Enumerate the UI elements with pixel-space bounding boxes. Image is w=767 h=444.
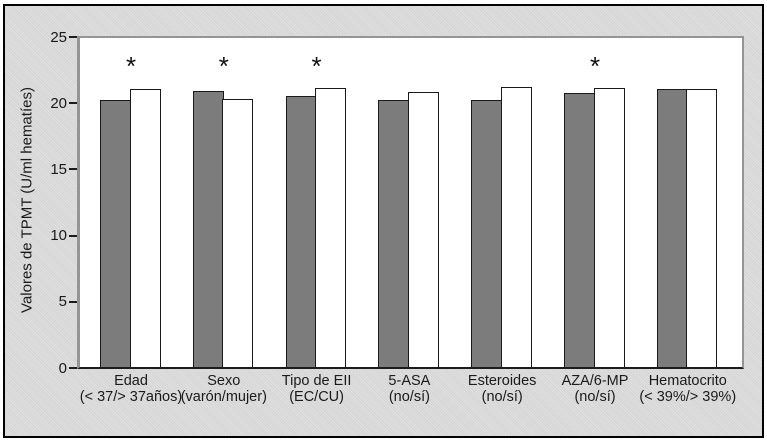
x-category-sublabel: (no/sí) [388, 389, 430, 405]
y-tick-label: 15 [50, 160, 67, 178]
significance-asterisk: * [589, 51, 601, 81]
bar-grupo-2-blanco-6 [593, 88, 625, 367]
significance-asterisk: * [125, 51, 137, 81]
x-category-sublabel: (< 37/> 37años) [79, 389, 183, 405]
y-tick-mark [69, 102, 77, 105]
x-category-sublabel: (EC/CU) [289, 389, 344, 405]
bar-grupo-2-blanco-4 [407, 91, 439, 367]
x-category-label: Esteroides (no/sí) [422, 373, 582, 405]
x-category-label: AZA/6-MP (no/sí) [515, 373, 675, 405]
y-axis-title: Valores de TPMT (U/ml hematíes) [18, 87, 36, 313]
bar-grupo-1-gris-1 [100, 99, 131, 367]
bar-grupo-1-gris-5 [471, 99, 503, 367]
y-tick-label: 0 [58, 359, 67, 377]
y-tick-label: 20 [50, 94, 67, 112]
bar-grupo-2-blanco-1 [129, 89, 161, 367]
x-category-label: Edad (< 37/> 37años) [51, 373, 211, 405]
x-category-label: 5-ASA (no/sí) [329, 373, 489, 405]
y-tick-mark [69, 168, 77, 171]
x-category-name: Sexo [207, 373, 241, 389]
bar-grupo-2-blanco-5 [500, 86, 532, 367]
y-tick-mark [69, 367, 77, 369]
bar-grupo-1-gris-2 [192, 90, 224, 367]
x-category-label: Hematocrito (< 39%/> 39%) [608, 373, 767, 405]
bar-grupo-2-blanco-7 [686, 89, 718, 367]
significance-asterisk: * [311, 51, 322, 81]
x-category-name: Hematocrito [648, 373, 727, 389]
x-category-label: Tipo de EII (EC/CU) [237, 373, 397, 405]
y-tick-label: 25 [50, 28, 67, 46]
x-category-sublabel: (no/sí) [574, 389, 616, 405]
y-tick-label: 10 [50, 227, 67, 245]
y-tick-mark [69, 300, 77, 303]
significance-asterisk: * [218, 51, 229, 81]
y-tick-label: 5 [58, 293, 67, 311]
x-category-label: Sexo (varón/mujer) [144, 373, 304, 405]
x-category-name: Tipo de EII [281, 373, 352, 389]
x-category-name: AZA/6-MP [561, 373, 629, 389]
x-category-sublabel: (< 39%/> 39%) [639, 389, 737, 405]
bar-grupo-2-blanco-3 [315, 88, 347, 367]
y-tick-mark [69, 234, 77, 237]
plot-area: * * * * [77, 36, 744, 369]
y-tick-mark [69, 36, 77, 38]
x-category-sublabel: (varón/mujer) [180, 389, 267, 405]
chart-frame: Valores de TPMT (U/ml hematíes) 0 5 10 15 20… [3, 4, 764, 438]
bar-grupo-1-gris-7 [656, 89, 688, 367]
bar-grupo-1-gris-6 [564, 93, 595, 367]
x-category-name: 5-ASA [388, 373, 431, 389]
bar-grupo-1-gris-3 [285, 95, 317, 367]
x-category-sublabel: (no/sí) [481, 389, 523, 405]
bar-grupo-1-gris-4 [378, 99, 410, 367]
x-category-name: Esteroides [467, 373, 537, 389]
x-category-name: Edad [114, 373, 148, 389]
bar-grupo-2-blanco-2 [222, 98, 254, 367]
